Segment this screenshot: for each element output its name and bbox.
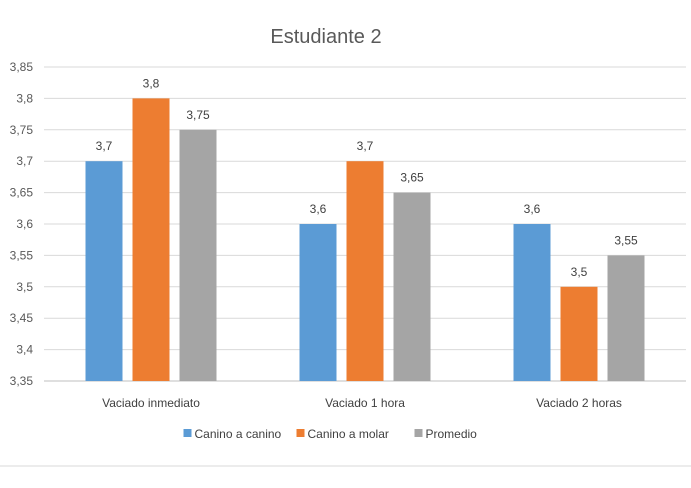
bar: [607, 255, 645, 381]
legend-label: Canino a molar: [308, 427, 389, 441]
bar: [393, 192, 431, 381]
data-label: 3,5: [571, 265, 588, 279]
bars: [85, 98, 645, 382]
y-tick-label: 3,6: [16, 217, 33, 231]
y-tick-label: 3,8: [16, 91, 33, 105]
bar: [85, 161, 123, 381]
bar: [560, 286, 598, 381]
data-label: 3,6: [310, 202, 327, 216]
y-tick-label: 3,55: [10, 248, 34, 262]
y-tick-label: 3,7: [16, 154, 33, 168]
data-label: 3,8: [143, 76, 160, 90]
legend-swatch: [296, 429, 305, 437]
y-tick-label: 3,35: [10, 374, 34, 388]
x-axis-categories: Vaciado inmediato Vaciado 1 hora Vaciado 2…: [102, 396, 622, 410]
data-label: 3,55: [614, 233, 638, 247]
y-tick-label: 3,45: [10, 311, 34, 325]
y-tick-label: 3,5: [16, 280, 33, 294]
y-tick-label: 3,4: [16, 343, 33, 357]
x-category-label: Vaciado 2 horas: [536, 396, 622, 410]
legend-swatch: [414, 429, 423, 437]
y-tick-label: 3,85: [10, 60, 34, 74]
bar: [179, 129, 217, 381]
chart-title: Estudiante 2: [270, 26, 381, 48]
data-label: 3,7: [357, 139, 374, 153]
x-category-label: Vaciado 1 hora: [325, 396, 405, 410]
legend: Canino a canino Canino a molar Promedio: [183, 427, 478, 441]
x-category-label: Vaciado inmediato: [102, 396, 200, 410]
y-tick-label: 3,65: [10, 186, 34, 200]
legend-label: Canino a canino: [195, 427, 282, 441]
y-tick-label: 3,75: [10, 123, 34, 137]
bar: [346, 161, 384, 381]
data-label: 3,75: [186, 108, 210, 122]
legend-label: Promedio: [426, 427, 478, 441]
data-labels: 3,7 3,8 3,75 3,6 3,7 3,65 3,6 3,5 3,55: [96, 76, 638, 278]
legend-swatch: [183, 429, 192, 437]
y-axis-ticks: 3,35 3,4 3,45 3,5 3,55 3,6 3,65 3,7 3,75 3,8 3,85: [10, 60, 34, 388]
bar: [299, 224, 337, 381]
data-label: 3,65: [400, 171, 424, 185]
bar: [513, 224, 551, 381]
bar: [132, 98, 170, 382]
data-label: 3,7: [96, 139, 113, 153]
data-label: 3,6: [524, 202, 541, 216]
